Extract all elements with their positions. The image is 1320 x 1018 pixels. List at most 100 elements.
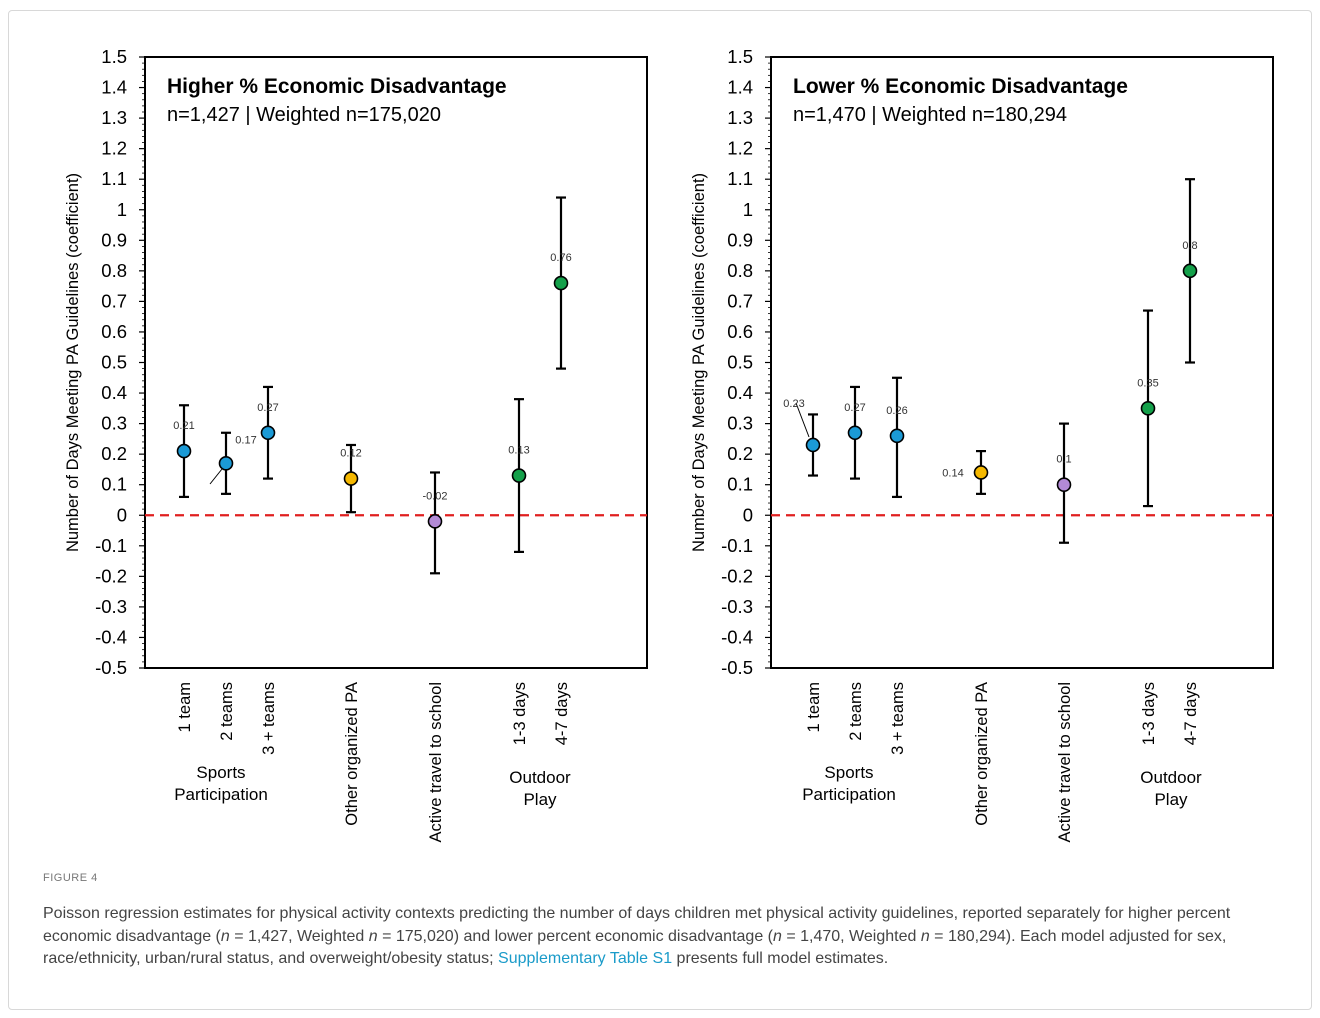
- y-tick-label: 1: [117, 199, 127, 220]
- y-tick-label: 0.4: [101, 382, 127, 403]
- y-tick-label: 0: [743, 504, 753, 525]
- data-label: -0.02: [422, 490, 447, 502]
- data-point: [553, 275, 569, 291]
- y-tick-label: 0.7: [727, 290, 753, 311]
- x-category-label: 2 teams: [218, 682, 236, 741]
- data-point: [1140, 401, 1156, 416]
- data-point: [973, 465, 989, 480]
- data-point: [343, 471, 359, 486]
- data-point: [427, 514, 443, 529]
- y-tick-label: -0.5: [95, 657, 127, 678]
- y-tick-label: 0.4: [727, 382, 753, 403]
- x-category-label: 3 + teams: [260, 682, 278, 755]
- x-category-label: Active travel to school: [1056, 682, 1074, 843]
- data-label: 0.17: [235, 434, 256, 446]
- x-group-label: Play: [1154, 790, 1188, 809]
- y-tick-label: -0.4: [95, 626, 127, 647]
- x-group-label: Play: [523, 790, 557, 809]
- chart-panel-2: -0.5 -0.4 -0.3 -0.2 -0.1 0 0.1 0.2 0.3 0.4 0.5 0.6 0…: [690, 46, 1274, 843]
- y-tick-label: 1.2: [101, 138, 127, 159]
- data-point: [260, 425, 276, 441]
- y-tick-label: -0.1: [95, 535, 127, 556]
- caption-text: = 1,427, Weighted: [229, 927, 369, 945]
- supplementary-table-link[interactable]: Supplementary Table S1: [498, 950, 673, 967]
- label-leader-line: [209, 468, 223, 485]
- chart-panel-1: -0.5 -0.4 -0.3 -0.2 -0.1 0 0.1 0.2 0.3 0.4 0.5 0.6 0…: [64, 46, 648, 843]
- x-group-label: Outdoor: [1140, 768, 1202, 787]
- chart-title: Lower % Economic Disadvantage: [793, 75, 1128, 98]
- x-category-label: 1 team: [805, 682, 823, 732]
- data-point: [1182, 263, 1198, 279]
- y-tick-label: -0.2: [721, 565, 753, 586]
- y-tick-label: -0.4: [721, 626, 753, 647]
- y-axis-label: Number of Days Meeting PA Guidelines (co…: [64, 173, 82, 552]
- y-tick-label: 0.3: [727, 413, 753, 434]
- y-tick-label: 0.2: [101, 443, 127, 464]
- caption-n: n: [220, 927, 230, 945]
- plot-area: [770, 56, 1274, 669]
- caption-text: presents full model estimates.: [672, 950, 889, 967]
- y-tick-label: 0.9: [101, 229, 127, 250]
- y-tick-label: 0.2: [727, 443, 753, 464]
- x-category-label: 1-3 days: [511, 682, 529, 745]
- data-point: [805, 437, 821, 453]
- data-label: 0.12: [340, 448, 361, 460]
- y-tick-label: 1.3: [101, 107, 127, 128]
- caption-text: = 175,020) and lower percent economic di…: [377, 927, 773, 945]
- y-tick-label: 1.3: [727, 107, 753, 128]
- data-point: [218, 456, 234, 471]
- y-tick-label: -0.3: [721, 596, 753, 617]
- x-group-label: Sports: [824, 763, 873, 782]
- data-label: 0.1: [1056, 454, 1071, 466]
- plot-area: [144, 56, 648, 669]
- data-point: [176, 443, 192, 459]
- data-point: [511, 468, 527, 483]
- y-tick-label: 1.5: [727, 46, 753, 67]
- y-tick-label: 0.8: [727, 260, 753, 281]
- y-tick-label: 0.1: [727, 474, 753, 495]
- caption-text: Poisson regression estimates for physica…: [43, 905, 1231, 945]
- x-group-label: Participation: [802, 785, 896, 804]
- x-group-label: Outdoor: [509, 768, 571, 787]
- y-tick-label: 1.1: [101, 168, 127, 189]
- y-tick-label: -0.1: [721, 535, 753, 556]
- data-label: 0.27: [257, 402, 278, 414]
- y-axis-label: Number of Days Meeting PA Guidelines (co…: [690, 173, 708, 552]
- data-label: 0.76: [550, 252, 571, 264]
- data-label: 0.26: [886, 405, 907, 417]
- caption-n: n: [368, 927, 378, 945]
- x-category-label: Other organized PA: [973, 682, 991, 826]
- data-point: [889, 428, 905, 444]
- x-category-label: 1 team: [176, 682, 194, 732]
- x-category-label: 4-7 days: [553, 682, 571, 745]
- x-group-label: Participation: [174, 785, 268, 804]
- data-label: 0.23: [783, 398, 804, 410]
- y-tick-label: 0.6: [101, 321, 127, 342]
- y-tick-label: 0.1: [101, 474, 127, 495]
- figure-caption: Poisson regression estimates for physica…: [43, 903, 1293, 971]
- y-tick-label: 1: [743, 199, 753, 220]
- caption-text: = 1,470, Weighted: [781, 927, 921, 945]
- y-tick-label: -0.3: [95, 596, 127, 617]
- y-tick-label: 0.8: [101, 260, 127, 281]
- figure-charts: -0.5 -0.4 -0.3 -0.2 -0.1 0 0.1 0.2 0.3 0.4 0.5 0.6 0…: [64, 46, 1274, 843]
- data-label: 0.14: [942, 467, 963, 479]
- chart-title: Higher % Economic Disadvantage: [167, 75, 507, 98]
- y-tick-label: 1.4: [101, 77, 127, 98]
- data-label: 0.13: [508, 445, 529, 457]
- data-label: 0.35: [1137, 377, 1158, 389]
- data-point: [1056, 477, 1072, 493]
- x-category-label: Active travel to school: [427, 682, 445, 843]
- figure-frame: [8, 10, 1312, 1010]
- y-tick-label: 1.4: [727, 77, 753, 98]
- y-tick-label: 1.1: [727, 168, 753, 189]
- y-tick-label: -0.5: [721, 657, 753, 678]
- label-leader-line: [795, 402, 810, 438]
- data-label: 0.8: [1182, 240, 1197, 252]
- caption-text: = 180,294). Each model adjusted for sex,…: [43, 927, 1227, 968]
- x-category-label: 3 + teams: [889, 682, 907, 755]
- data-point: [847, 425, 863, 441]
- y-tick-label: 0.9: [727, 229, 753, 250]
- x-category-label: 4-7 days: [1182, 682, 1200, 745]
- chart-subtitle: n=1,470 | Weighted n=180,294: [793, 104, 1067, 126]
